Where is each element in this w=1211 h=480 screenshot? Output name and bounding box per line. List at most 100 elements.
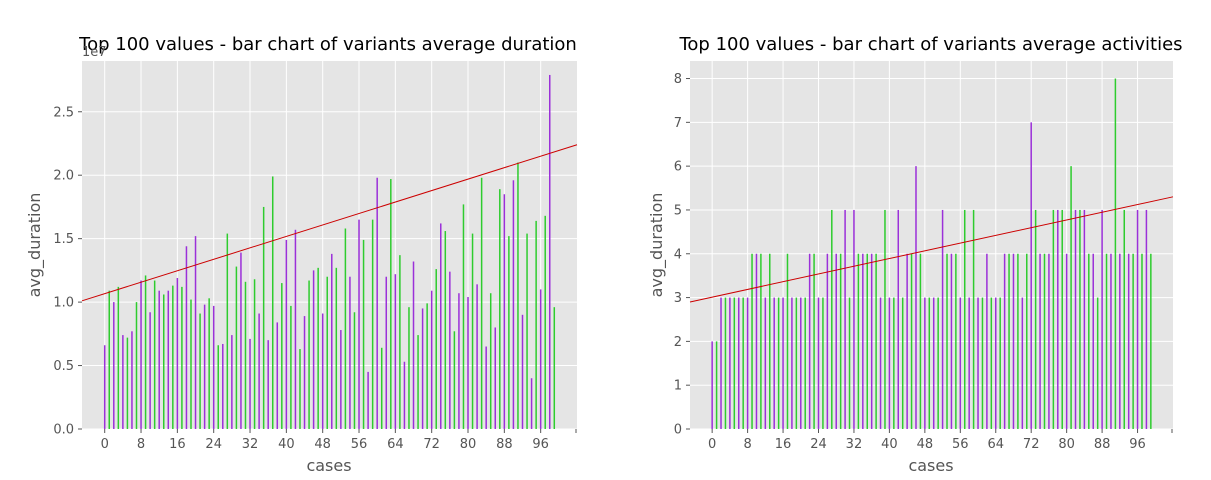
bar — [1057, 209, 1059, 429]
bar — [371, 219, 374, 429]
bar — [135, 302, 138, 429]
bar — [986, 253, 988, 429]
x-tick-label: 32 — [846, 437, 863, 452]
bar — [326, 276, 328, 429]
bar — [412, 261, 415, 429]
bar — [800, 297, 802, 429]
bar — [817, 297, 820, 429]
bar — [839, 253, 842, 429]
x-tick-label: 24 — [205, 437, 222, 452]
bar — [950, 253, 953, 429]
bar — [271, 176, 274, 429]
bar — [795, 297, 798, 429]
bar — [485, 346, 487, 429]
bar — [910, 253, 913, 429]
bar — [394, 274, 397, 429]
bar — [724, 297, 727, 429]
bar — [353, 312, 356, 429]
bar — [385, 276, 388, 429]
bar — [267, 340, 269, 429]
y-tick-label: 0.0 — [53, 423, 74, 438]
bar — [303, 316, 306, 429]
bar — [203, 304, 206, 429]
bar — [544, 215, 546, 429]
trend-line-group — [81, 144, 578, 302]
bar — [729, 297, 731, 429]
y-axis-label: avg_duration — [647, 193, 667, 298]
bar-series — [103, 74, 556, 429]
bar — [955, 253, 957, 429]
bar — [131, 331, 133, 429]
bar — [140, 280, 142, 429]
bar — [853, 209, 855, 429]
bar — [1145, 209, 1148, 429]
x-tick-label: 8 — [743, 437, 751, 452]
bar — [526, 233, 528, 429]
bar — [1150, 253, 1152, 429]
x-axis-ticks: 0 8 16 24 32 40 48 56 64 72 80 88 96 — [708, 429, 1173, 452]
bar — [1088, 253, 1090, 429]
bar — [963, 209, 966, 429]
x-tick-label: 24 — [810, 437, 827, 452]
bar — [782, 297, 784, 429]
bar — [299, 349, 301, 429]
y-tick-label: 1 — [674, 379, 682, 394]
bar — [535, 220, 537, 429]
bar — [126, 337, 129, 429]
bar — [1048, 253, 1050, 429]
x-tick-label: 96 — [1129, 437, 1146, 452]
x-tick-label: 72 — [423, 437, 440, 452]
y-tick-label: 8 — [674, 72, 682, 87]
bar — [924, 297, 926, 429]
bar — [746, 297, 749, 429]
x-tick-label: 16 — [169, 437, 186, 452]
bar — [786, 253, 789, 429]
bar — [968, 297, 970, 429]
bar — [458, 293, 460, 429]
bar — [901, 297, 904, 429]
bar — [1070, 166, 1072, 429]
bar — [471, 233, 474, 429]
bar — [158, 290, 160, 429]
bar — [879, 297, 882, 429]
chart-title: Top 100 values - bar chart of variants a… — [78, 34, 577, 55]
bar — [751, 253, 753, 429]
bar — [335, 267, 338, 429]
y-tick-label: 0.5 — [53, 359, 74, 374]
bar — [932, 297, 935, 429]
bar — [1034, 209, 1037, 429]
bar — [453, 331, 456, 429]
bar — [959, 297, 962, 429]
y-tick-label: 4 — [674, 247, 682, 262]
bar — [866, 253, 868, 429]
bar — [199, 313, 201, 429]
bar — [897, 209, 900, 429]
bar — [512, 180, 515, 429]
bar — [804, 297, 806, 429]
bar — [108, 290, 110, 429]
bar — [258, 313, 260, 429]
bar — [212, 305, 215, 429]
bar — [144, 275, 147, 429]
bar — [494, 327, 497, 429]
x-tick-label: 48 — [314, 437, 331, 452]
chart-average-duration: Top 100 values - bar chart of variants a… — [25, 34, 578, 475]
bar — [1003, 253, 1006, 429]
bar — [103, 345, 106, 429]
bar — [244, 281, 247, 429]
bar — [403, 361, 406, 429]
bar — [1026, 253, 1028, 429]
bar — [294, 229, 297, 429]
bar — [231, 335, 233, 429]
y-offset-label: 1e7 — [82, 45, 107, 60]
bar — [539, 289, 542, 429]
bar — [831, 209, 833, 429]
x-tick-label: 0 — [708, 437, 716, 452]
bar — [733, 297, 736, 429]
bar — [1061, 209, 1063, 429]
bar — [508, 236, 510, 429]
bar — [226, 233, 229, 429]
bar — [737, 297, 740, 429]
x-tick-label: 40 — [881, 437, 898, 452]
bar — [1105, 253, 1108, 429]
